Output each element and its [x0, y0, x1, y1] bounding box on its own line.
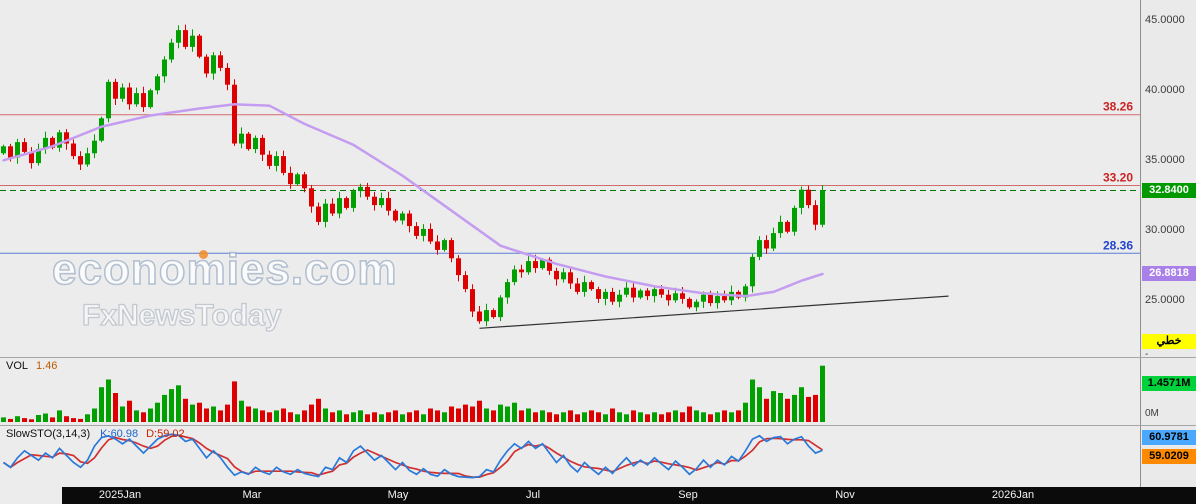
- panel-separator-main-volume[interactable]: [0, 357, 1196, 358]
- price-line-label: 33.20: [1103, 171, 1133, 185]
- ma-value-badge: 26.8818: [1142, 266, 1196, 281]
- volume-panel[interactable]: VOL 1.46: [0, 358, 1140, 425]
- stochastic-k-value: K:60.98: [100, 428, 139, 440]
- time-tick-label: May: [387, 489, 409, 501]
- volume-current-value: 1.46: [36, 360, 58, 372]
- trend-line[interactable]: [479, 295, 949, 329]
- main-plot[interactable]: 38.26 33.20 28.36: [0, 0, 1140, 357]
- price-line-label: 28.36: [1103, 238, 1133, 252]
- time-tick-label: Nov: [835, 489, 855, 501]
- time-tick-label: 2025Jan: [98, 489, 142, 501]
- time-axis[interactable]: 2025Jan Mar May Jul Sep Nov 2026Jan: [0, 487, 1196, 504]
- stochastic-d-value: D:59.02: [146, 428, 185, 440]
- axis-dash: -: [1145, 349, 1149, 360]
- stochastic-panel-label: SlowSTO(3,14,3) K:60.98 D:59.02: [6, 428, 185, 440]
- stoch-k-badge: 60.9781: [1142, 430, 1196, 445]
- stochastic-plot[interactable]: [0, 426, 1140, 487]
- price-line-label: 38.26: [1103, 100, 1133, 114]
- scale-type-badge[interactable]: خطي: [1142, 334, 1196, 349]
- price-tick-label: 45.0000: [1145, 14, 1185, 26]
- main-chart-panel[interactable]: 38.26 33.20 28.36 economies.com FxNewsToda…: [0, 0, 1140, 357]
- volume-plot[interactable]: [0, 358, 1140, 425]
- volume-value-badge: 1.4571M: [1142, 376, 1196, 391]
- price-tick-label: 30.0000: [1145, 224, 1185, 236]
- price-axis[interactable]: 45.0000 40.0000 35.0000 30.0000 25.0000 32.84…: [1140, 0, 1196, 487]
- time-axis-bar[interactable]: 2025Jan Mar May Jul Sep Nov 2026Jan: [62, 487, 1196, 504]
- time-tick-label: Sep: [678, 489, 698, 501]
- stoch-k-line: [3, 433, 823, 479]
- time-tick-label: Jul: [525, 489, 541, 501]
- volume-indicator-label: VOL: [6, 360, 29, 372]
- stochastic-indicator-label: SlowSTO(3,14,3): [6, 428, 91, 440]
- panel-separator-volume-stochastic[interactable]: [0, 425, 1196, 426]
- time-tick-label: 2026Jan: [991, 489, 1035, 501]
- stoch-d-badge: 59.0209: [1142, 449, 1196, 464]
- last-price-badge: 32.8400: [1142, 183, 1196, 198]
- stoch-d-line: [3, 434, 823, 478]
- price-tick-label: 25.0000: [1145, 294, 1185, 306]
- time-tick-label: Mar: [242, 489, 262, 501]
- candles[interactable]: [1, 24, 825, 327]
- price-tick-label: 40.0000: [1145, 84, 1185, 96]
- ma-line[interactable]: [2, 103, 824, 298]
- volume-bars: [1, 365, 825, 422]
- volume-zero-label: 0M: [1145, 408, 1159, 419]
- volume-panel-label: VOL 1.46: [6, 360, 57, 372]
- price-tick-label: 35.0000: [1145, 154, 1185, 166]
- stochastic-panel[interactable]: SlowSTO(3,14,3) K:60.98 D:59.02: [0, 426, 1140, 487]
